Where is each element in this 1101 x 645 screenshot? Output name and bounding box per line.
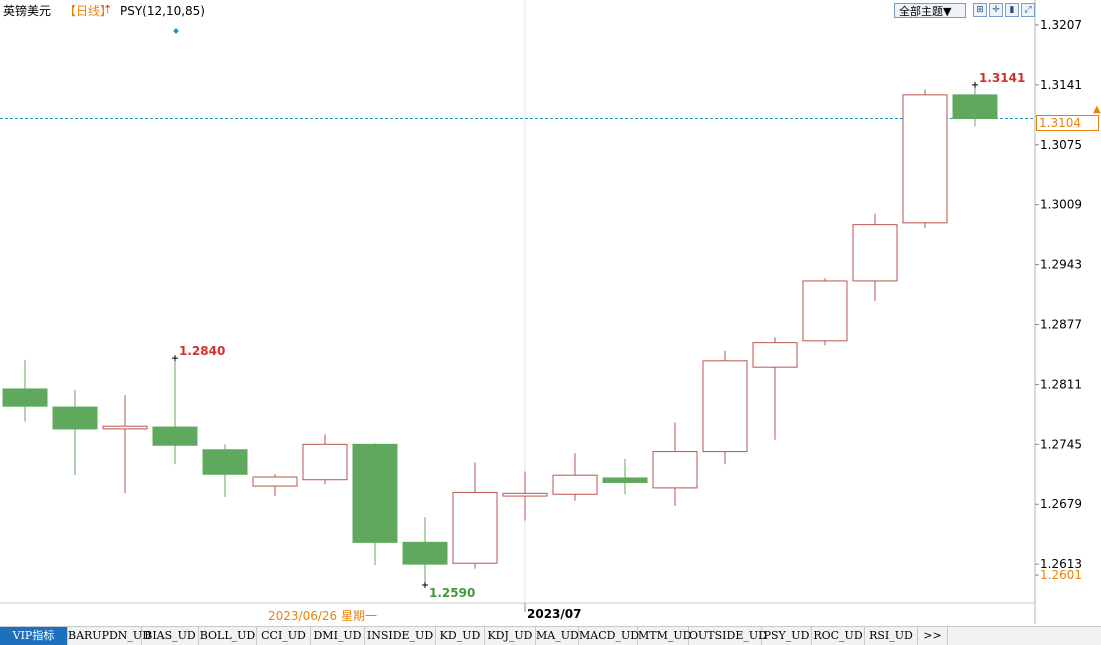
y-tick-label: 1.2811 — [1040, 377, 1082, 391]
tab-mtm-ud[interactable]: MTM_UD — [638, 627, 691, 645]
chart-area[interactable]: 1.3207 1.3141 1.3075 1.3009 1.2943 1.2877 1.28… — [0, 0, 1101, 624]
candle-up — [502, 492, 548, 497]
xaxis-month-label: 2023/07 — [527, 607, 582, 621]
candle-down — [52, 406, 98, 430]
candle-up — [902, 94, 948, 224]
crosshair-date-label: 2023/06/26 星期一 — [268, 609, 377, 623]
bar-chart-icon[interactable]: ▮ — [1005, 3, 1019, 17]
grid-icon[interactable]: ⊞ — [973, 3, 987, 17]
tab-barupdn-ud[interactable]: BARUPDN_UD — [68, 627, 151, 645]
y-tick-label: 1.2943 — [1040, 258, 1082, 272]
y-tick-label: 1.2601 — [1040, 568, 1082, 582]
high-price-label: 1.2840 — [179, 344, 225, 358]
candle-down — [152, 426, 198, 446]
tab-outside-ud[interactable]: OUTSIDE_UD — [689, 627, 767, 645]
y-tick-label: 1.2613 — [1040, 557, 1082, 571]
y-tick-label: 1.3207 — [1040, 18, 1082, 32]
tab-roc-ud[interactable]: ROC_UD — [812, 627, 865, 645]
candle-up — [752, 342, 798, 368]
indicator-label[interactable]: PSY(12,10,85) — [120, 4, 205, 18]
tab-cci-ud[interactable]: CCI_UD — [257, 627, 311, 645]
cursor-dot — [173, 28, 179, 34]
candle-down — [352, 443, 398, 543]
candle-up — [252, 476, 298, 487]
symbol-title: 英镑美元 — [3, 4, 52, 18]
y-tick-label: 1.2745 — [1040, 437, 1082, 451]
period-label[interactable]: 【日线】 — [64, 4, 113, 18]
y-tick-label: 1.2877 — [1040, 318, 1082, 332]
y-tick-label: 1.3009 — [1040, 198, 1082, 212]
candle-up — [302, 443, 348, 481]
candle-up — [652, 451, 698, 489]
current-price-label: 1.3104 — [1036, 115, 1099, 131]
y-tick-label: 1.2679 — [1040, 497, 1082, 511]
candle-down — [2, 388, 48, 407]
tab-vip指标[interactable]: VIP指标 — [0, 627, 68, 645]
candle-down — [952, 94, 998, 119]
tab-bias-ud[interactable]: BIAS_UD — [142, 627, 199, 645]
indicator-tab-bar: VIP指标 BARUPDN_UD BIAS_UD BOLL_UD CCI_UD DMI_U… — [0, 626, 1101, 645]
tab-rsi-ud[interactable]: RSI_UD — [865, 627, 918, 645]
candle-up — [452, 491, 498, 564]
low-price-label: 1.2590 — [429, 586, 475, 600]
tab-inside-ud[interactable]: INSIDE_UD — [365, 627, 436, 645]
y-tick-label: 1.3075 — [1040, 138, 1082, 152]
tab-macd-ud[interactable]: MACD_UD — [579, 627, 639, 645]
candle-up — [552, 474, 598, 495]
indicator-arrow-icon: ⇡ — [103, 3, 113, 16]
crosshair-icon[interactable]: ✛ — [989, 3, 1003, 17]
candlestick-chart[interactable]: 1.3207 1.3141 1.3075 1.3009 1.2943 1.2877 1.28… — [0, 0, 1101, 624]
tab-boll-ud[interactable]: BOLL_UD — [199, 627, 257, 645]
tab-dmi-ud[interactable]: DMI_UD — [311, 627, 365, 645]
expand-icon[interactable]: ⤢ — [1021, 3, 1035, 17]
y-tick-label: 1.3141 — [1040, 78, 1082, 92]
tab-kd-ud[interactable]: KD_UD — [436, 627, 485, 645]
tab-ma-ud[interactable]: MA_UD — [536, 627, 579, 645]
candle-up — [102, 425, 148, 430]
theme-dropdown-button[interactable]: 全部主题▼ — [894, 3, 966, 18]
tab-psy-ud[interactable]: PSY_UD — [762, 627, 812, 645]
candle-down — [202, 449, 248, 475]
candle-up — [802, 280, 848, 342]
candle-up — [852, 224, 898, 282]
high-price-label: 1.3141 — [979, 71, 1025, 85]
candle-up — [702, 360, 748, 453]
candle-down — [402, 541, 448, 565]
tab--[interactable]: >> — [918, 627, 948, 645]
candle-down — [602, 477, 648, 483]
tab-kdj-ud[interactable]: KDJ_UD — [485, 627, 536, 645]
price-marker-icon: ▲ — [1093, 104, 1101, 115]
